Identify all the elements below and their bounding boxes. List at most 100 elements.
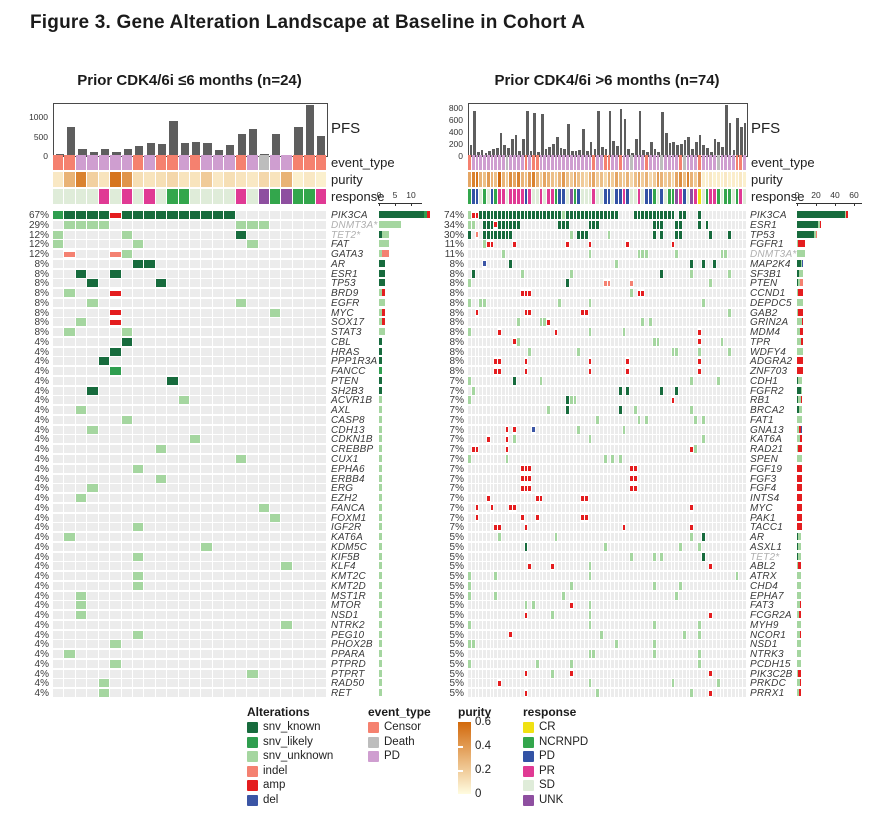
oncoprint-cell-empty	[532, 298, 535, 307]
oncoprint-cell-empty	[618, 581, 622, 590]
oncoprint-cell-empty	[520, 581, 524, 590]
oncoprint-row	[468, 240, 746, 249]
oncoprint-cell-empty	[641, 279, 645, 288]
oncoprint-cell-empty	[315, 220, 326, 229]
oncoprint-cell-empty	[486, 572, 490, 581]
pfs-bar	[649, 142, 653, 156]
oncoprint-cell-empty	[75, 659, 87, 668]
gene-percent-label: 7%	[449, 424, 464, 436]
oncoprint-cell-empty	[178, 533, 189, 542]
oncoprint-cell-snv_unknown	[675, 250, 679, 259]
oncoprint-cell-amp	[671, 397, 675, 403]
oncoprint-cell-empty	[483, 396, 486, 405]
oncoprint-cell-empty	[615, 337, 618, 346]
oncoprint-row	[53, 318, 326, 327]
oncoprint-cell-empty	[716, 328, 720, 337]
oncoprint-cell-empty	[64, 435, 75, 444]
oncoprint-cell-empty	[535, 435, 539, 444]
oncoprint-cell-empty	[513, 406, 516, 415]
oncoprint-cell-empty	[201, 689, 212, 698]
oncoprint-cell-snv_unknown	[98, 689, 110, 698]
oncoprint-cell-empty	[75, 357, 87, 366]
oncoprint-cell-empty	[596, 396, 599, 405]
oncoprint-cell-empty	[486, 386, 490, 395]
oncoprint-cell-empty	[190, 650, 201, 659]
oncoprint-cell-snv_known	[664, 211, 667, 219]
oncoprint-cell-empty	[731, 445, 735, 454]
oncoprint-cell-empty	[64, 259, 75, 268]
oncoprint-cell-empty	[53, 503, 64, 512]
oncoprint-cell-empty	[743, 259, 746, 268]
oncoprint-cell-empty	[110, 386, 121, 395]
oncoprint-cell-empty	[53, 552, 64, 561]
oncoprint-cell-snv_known	[471, 269, 475, 278]
oncoprint-cell-empty	[637, 552, 641, 561]
oncoprint-cell-empty	[258, 396, 269, 405]
oncoprint-cell-snv_known	[584, 230, 588, 239]
oncoprint-cell-empty	[121, 601, 132, 610]
oncoprint-cell-empty	[535, 318, 539, 327]
oncoprint-cell-empty	[626, 484, 630, 493]
oncoprint-cell-empty	[743, 513, 746, 522]
oncoprint-cell-empty	[675, 318, 679, 327]
gene-percent-label: 7%	[449, 385, 464, 397]
oncoprint-cell-empty	[679, 347, 682, 356]
oncoprint-cell-empty	[645, 269, 648, 278]
oncoprint-cell-empty	[694, 357, 697, 366]
oncoprint-cell-empty	[75, 572, 87, 581]
oncoprint-cell-empty	[603, 367, 607, 376]
oncoprint-cell-empty	[656, 357, 660, 366]
oncoprint-cell-empty	[121, 572, 132, 581]
oncoprint-cell-empty	[468, 259, 471, 268]
oncoprint-cell-empty	[547, 386, 550, 395]
oncoprint-cell-empty	[637, 562, 641, 571]
oncoprint-cell-empty	[705, 581, 709, 590]
oncoprint-cell-empty	[697, 513, 701, 522]
oncoprint-cell-empty	[121, 386, 132, 395]
oncoprint-cell-empty	[513, 581, 516, 590]
oncoprint-cell-empty	[569, 328, 573, 337]
gene-count-bar	[797, 386, 802, 394]
oncoprint-cell-empty	[167, 542, 178, 551]
oncoprint-cell-empty	[178, 640, 189, 649]
oncoprint-cell-empty	[713, 435, 716, 444]
oncoprint-cell-empty	[637, 396, 641, 405]
oncoprint-cell-empty	[315, 542, 326, 551]
oncoprint-cell-empty	[281, 523, 292, 532]
oncoprint-cell-empty	[501, 386, 505, 395]
oncoprint-cell-empty	[735, 347, 739, 356]
oncoprint-cell-empty	[190, 455, 201, 463]
oncoprint-cell-empty	[201, 415, 212, 424]
gene-count-segment-snv_unknown	[797, 279, 800, 287]
oncoprint-cell-empty	[554, 386, 558, 395]
oncoprint-cell-empty	[731, 503, 735, 512]
oncoprint-cell-empty	[235, 318, 247, 327]
oncoprint-cell-empty	[517, 533, 520, 542]
oncoprint-cell-empty	[626, 220, 630, 229]
oncoprint-cell-empty	[667, 494, 671, 503]
oncoprint-cell-empty	[87, 318, 98, 327]
oncoprint-cell-empty	[269, 455, 281, 463]
oncoprint-cell-empty	[269, 669, 281, 678]
oncoprint-cell-empty	[110, 415, 121, 424]
oncoprint-cell-empty	[569, 386, 573, 395]
oncoprint-cell-empty	[682, 542, 686, 551]
oncoprint-cell-empty	[705, 474, 709, 483]
oncoprint-cell-empty	[528, 328, 532, 337]
oncoprint-cell-empty	[315, 240, 326, 249]
gene-count-bar	[379, 591, 383, 599]
oncoprint-cell-empty	[566, 494, 569, 503]
track-cell	[535, 189, 539, 204]
oncoprint-cell-empty	[566, 289, 569, 298]
oncoprint-cell-empty	[581, 464, 584, 473]
oncoprint-cell-empty	[247, 601, 258, 610]
oncoprint-cell-empty	[709, 318, 713, 327]
oncoprint-cell-empty	[588, 523, 592, 532]
oncoprint-cell-empty	[247, 318, 258, 327]
oncoprint-cell-empty	[498, 562, 501, 571]
oncoprint-cell-empty	[682, 367, 686, 376]
oncoprint-cell-empty	[637, 230, 641, 239]
oncoprint-cell-empty	[87, 650, 98, 659]
oncoprint-cell-empty	[53, 679, 64, 688]
track-cell	[479, 189, 483, 204]
